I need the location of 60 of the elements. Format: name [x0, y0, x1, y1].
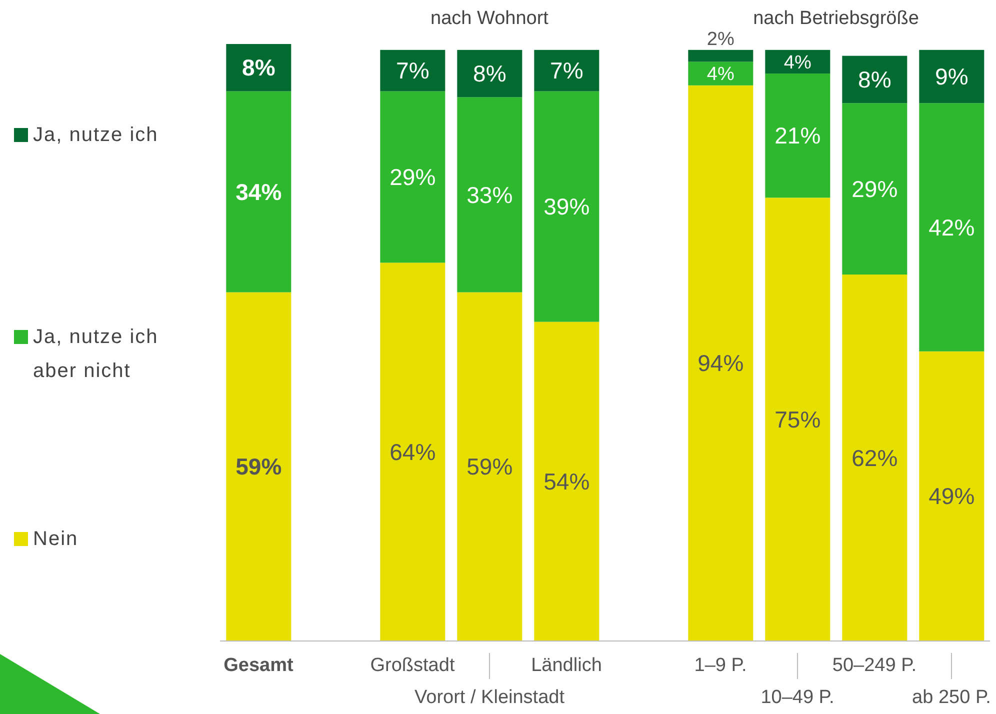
bar: [380, 262, 446, 641]
data-label: 29%: [390, 164, 436, 190]
legend-label: Ja, nutze ich aber nicht: [33, 325, 160, 384]
bar: [457, 292, 522, 641]
bar: [842, 103, 908, 275]
data-label: 64%: [390, 438, 436, 465]
data-label: 4%: [706, 64, 734, 86]
data-label: 8%: [858, 66, 892, 93]
x-tick-label: 1–9 P.: [694, 655, 747, 676]
bar: [919, 103, 984, 352]
bar: [842, 56, 908, 104]
bar: [688, 85, 754, 641]
x-tick-label: ab 250 P.: [912, 687, 991, 708]
data-label: 94%: [698, 350, 744, 376]
data-label: 7%: [396, 58, 430, 84]
data-label: 34%: [236, 178, 282, 205]
data-label: 8%: [473, 60, 506, 87]
data-label: 59%: [236, 454, 282, 480]
bar: [457, 97, 522, 292]
bar: [226, 91, 292, 292]
bar: [226, 44, 292, 92]
data-label: 39%: [544, 194, 590, 220]
data-label: 62%: [852, 444, 898, 471]
bar: [380, 91, 446, 263]
x-tick-label: Großstadt: [370, 655, 456, 676]
bar: [765, 198, 830, 641]
data-label: 75%: [774, 406, 821, 432]
text: nach Wohnort: [430, 8, 550, 30]
data-label: 29%: [852, 176, 898, 202]
bar: [534, 50, 600, 92]
bar: [765, 74, 830, 198]
bar: [534, 91, 600, 322]
data-label: 7%: [550, 58, 584, 84]
bar: [226, 292, 292, 641]
x-tick-label: Ländlich: [531, 655, 602, 676]
legend-label: Nein: [33, 527, 78, 552]
data-label: 21%: [774, 122, 821, 149]
data-label: 33%: [466, 182, 513, 208]
data-label: 59%: [466, 454, 513, 480]
legend-label: Ja, nutze ich: [33, 123, 158, 148]
data-label: 49%: [928, 483, 975, 510]
bar: [688, 62, 754, 86]
bar: [688, 50, 754, 62]
data-label: 2%: [706, 28, 734, 50]
x-tick-label: Gesamt: [224, 655, 294, 676]
bar: [919, 50, 984, 104]
data-label: 42%: [928, 214, 975, 240]
bar: [380, 50, 446, 92]
data-label: 54%: [544, 468, 590, 494]
data-label: 9%: [935, 64, 968, 90]
data-label: 8%: [242, 54, 276, 81]
bar: [457, 50, 522, 98]
x-tick-label: 50–249 P.: [832, 655, 917, 676]
text: nach Betriebsgröße: [752, 8, 920, 30]
x-tick-label: 10–49 P.: [760, 687, 834, 708]
data-label: 4%: [784, 52, 812, 74]
bar: [919, 351, 984, 641]
bar: [842, 274, 908, 641]
x-tick-label: Vorort / Kleinstadt: [414, 687, 566, 708]
bar: [534, 322, 600, 641]
